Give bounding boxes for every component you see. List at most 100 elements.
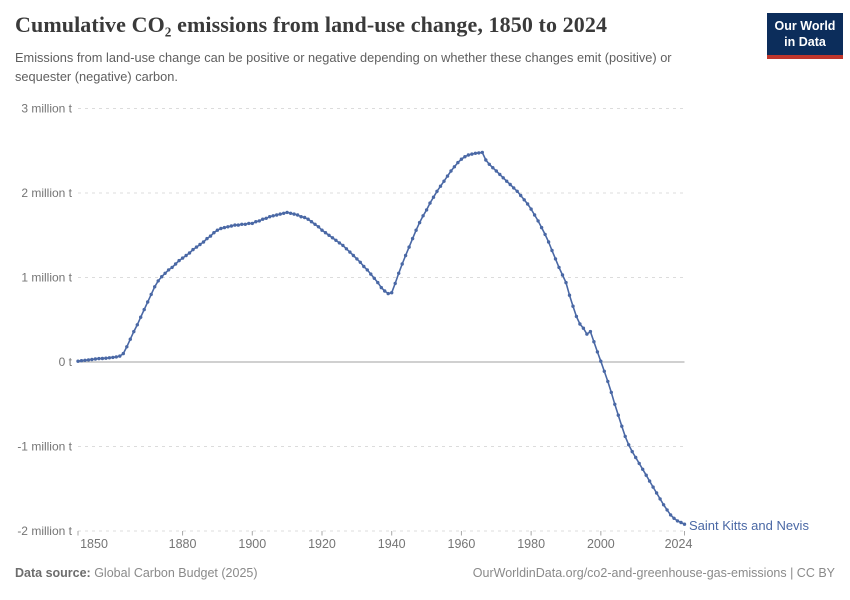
data-point[interactable] xyxy=(166,268,171,272)
data-point[interactable] xyxy=(215,228,220,232)
data-point[interactable] xyxy=(268,215,272,219)
data-point[interactable] xyxy=(278,212,282,216)
data-point[interactable] xyxy=(679,520,683,525)
data-point[interactable] xyxy=(170,265,174,270)
data-point[interactable] xyxy=(383,289,387,293)
data-point[interactable] xyxy=(428,201,432,205)
data-point[interactable] xyxy=(146,300,150,304)
data-point[interactable] xyxy=(661,503,666,507)
data-point[interactable] xyxy=(581,326,586,330)
data-point[interactable] xyxy=(264,216,268,220)
data-point[interactable] xyxy=(647,479,652,483)
data-point[interactable] xyxy=(194,245,199,249)
data-point[interactable] xyxy=(79,359,84,363)
data-point[interactable] xyxy=(295,213,300,217)
data-point[interactable] xyxy=(107,356,112,360)
data-point[interactable] xyxy=(522,198,526,202)
data-point[interactable] xyxy=(473,151,478,155)
data-point[interactable] xyxy=(205,236,209,241)
data-point[interactable] xyxy=(247,221,251,226)
data-point[interactable] xyxy=(654,491,659,495)
data-point[interactable] xyxy=(365,268,369,272)
data-point[interactable] xyxy=(229,224,234,228)
data-point[interactable] xyxy=(125,345,129,349)
data-point[interactable] xyxy=(302,215,307,220)
data-point[interactable] xyxy=(421,214,425,218)
data-point[interactable] xyxy=(470,152,474,156)
data-point[interactable] xyxy=(243,222,247,226)
data-point[interactable] xyxy=(320,228,324,232)
data-point[interactable] xyxy=(135,323,139,327)
data-point[interactable] xyxy=(226,225,230,229)
data-point[interactable] xyxy=(362,264,366,269)
data-point[interactable] xyxy=(341,243,345,248)
data-point[interactable] xyxy=(104,356,108,360)
data-point[interactable] xyxy=(212,231,216,235)
data-point[interactable] xyxy=(505,179,509,183)
data-point[interactable] xyxy=(519,193,523,198)
data-point[interactable] xyxy=(327,233,331,237)
data-point[interactable] xyxy=(173,262,178,266)
data-point[interactable] xyxy=(498,172,502,177)
data-point[interactable] xyxy=(86,358,91,362)
data-point[interactable] xyxy=(616,413,620,417)
data-point[interactable] xyxy=(160,275,164,279)
data-point[interactable] xyxy=(606,379,610,384)
data-point[interactable] xyxy=(323,231,328,235)
data-point[interactable] xyxy=(672,516,676,520)
series-line[interactable] xyxy=(77,151,685,525)
data-point[interactable] xyxy=(539,225,544,230)
data-point[interactable] xyxy=(306,217,310,221)
data-point[interactable] xyxy=(334,238,338,242)
data-point[interactable] xyxy=(83,358,87,362)
data-point[interactable] xyxy=(532,213,537,217)
data-point[interactable] xyxy=(156,279,160,283)
data-point[interactable] xyxy=(512,186,516,190)
data-point[interactable] xyxy=(675,519,680,523)
data-point[interactable] xyxy=(627,443,631,447)
data-point[interactable] xyxy=(219,226,223,231)
data-point[interactable] xyxy=(445,174,450,178)
data-point[interactable] xyxy=(484,158,488,162)
data-point[interactable] xyxy=(543,232,547,237)
data-point[interactable] xyxy=(118,354,122,358)
data-point[interactable] xyxy=(546,240,551,244)
data-point[interactable] xyxy=(564,280,568,285)
data-point[interactable] xyxy=(463,155,467,159)
data-point[interactable] xyxy=(501,176,505,180)
data-point[interactable] xyxy=(595,350,600,354)
data-point[interactable] xyxy=(177,258,181,263)
data-point[interactable] xyxy=(431,195,436,199)
data-point[interactable] xyxy=(313,222,317,226)
data-point[interactable] xyxy=(191,247,195,252)
data-point[interactable] xyxy=(588,329,593,334)
data-point[interactable] xyxy=(187,251,192,255)
data-point[interactable] xyxy=(637,461,641,466)
data-point[interactable] xyxy=(379,285,383,290)
data-point[interactable] xyxy=(651,485,655,489)
data-point[interactable] xyxy=(222,225,227,230)
data-point[interactable] xyxy=(139,315,143,319)
data-point[interactable] xyxy=(142,307,146,312)
data-point[interactable] xyxy=(536,219,540,223)
data-point[interactable] xyxy=(571,304,575,308)
data-point[interactable] xyxy=(585,332,589,336)
data-point[interactable] xyxy=(76,359,80,363)
data-point[interactable] xyxy=(620,424,624,428)
owid-credit-link[interactable]: OurWorldinData.org/co2-and-greenhouse-ga… xyxy=(472,566,835,580)
owid-logo[interactable]: Our World in Data xyxy=(767,13,843,59)
data-point[interactable] xyxy=(414,228,418,232)
data-point[interactable] xyxy=(184,253,188,258)
data-point[interactable] xyxy=(149,292,153,297)
data-point[interactable] xyxy=(557,265,561,270)
data-point[interactable] xyxy=(553,257,558,261)
data-point[interactable] xyxy=(634,455,638,460)
data-point[interactable] xyxy=(424,208,429,212)
data-point[interactable] xyxy=(515,189,519,193)
data-point[interactable] xyxy=(668,513,673,517)
data-point[interactable] xyxy=(613,402,617,406)
data-point[interactable] xyxy=(288,211,293,215)
data-point[interactable] xyxy=(257,219,261,223)
data-point[interactable] xyxy=(567,293,572,297)
data-point[interactable] xyxy=(390,291,394,295)
